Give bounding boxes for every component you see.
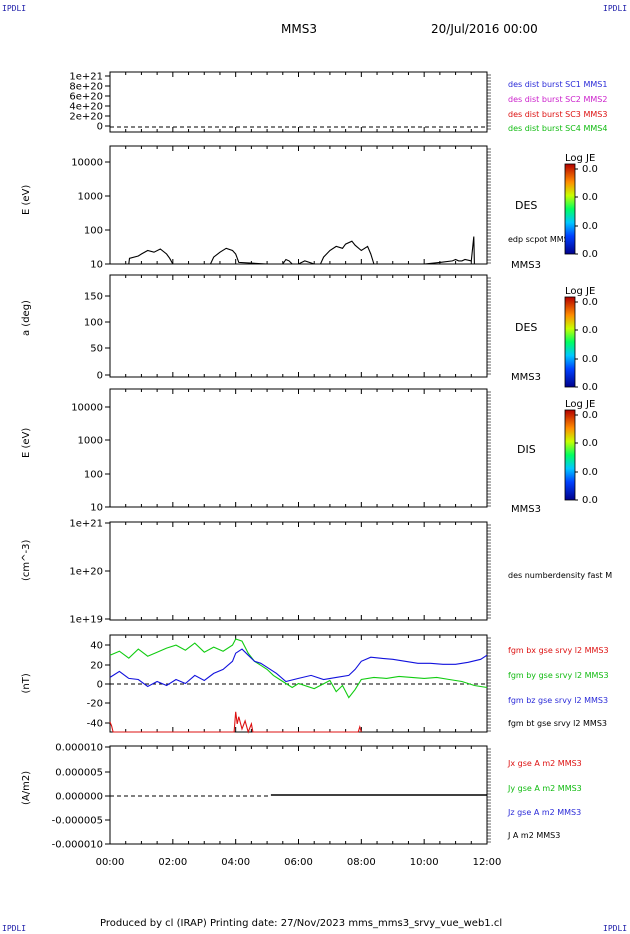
colorbar-tick-label: 0.0 [582,325,598,336]
legend-entry-p1: des dist burst SC3 MMS3 [508,110,607,119]
legend-entry-p7: J A m2 MMS3 [507,831,560,840]
corner-label-bottom-left: IPDLI [2,924,27,933]
series-line-0 [110,236,475,265]
y-tick-label-p2: 100 [84,226,103,237]
panel-frame-p4 [109,388,488,508]
y-tick-label-p3: 150 [84,292,103,303]
y-tick-label-p5: 1e+21 [69,519,103,530]
y-axis-label-p2: E (eV) [21,185,32,215]
y-axis-label-p6: (nT) [21,673,32,693]
legend-entry-p7: Jx gse A m2 MMS3 [507,759,582,768]
legend-entry-p6: fgm by gse srvy l2 MMS3 [508,671,609,680]
series-line-1 [109,711,362,734]
colorbar-tick-label: 0.0 [582,382,598,393]
panel-frame-p5 [109,521,488,621]
y-tick-label-p1: 4e+20 [69,102,103,113]
y-tick-label-p1: 6e+20 [69,92,103,103]
corner-label-bottom-right: IPDLI [603,924,628,933]
panel-label-dis: DIS [517,443,536,456]
colorbar-tick-label: 0.0 [582,297,598,308]
panel-label-des-pitch: DES [515,321,537,334]
legend-entry-p1: des dist burst SC4 MMS4 [508,124,607,133]
panel-label-density: des numberdensity fast M [508,571,612,580]
colorbar-tick-label: 0.0 [582,410,598,421]
panel-sublabel-scpot: edp scpot MMS3 [508,235,574,244]
legend-entry-p7: Jz gse A m2 MMS3 [507,808,581,817]
legend-entry-p1: des dist burst SC1 MMS1 [508,80,607,89]
y-tick-label-p3: 100 [84,318,103,329]
y-tick-label-p6: -40 [87,719,103,730]
colorbar-title: Log JE [565,399,595,410]
panel-frame-p1 [109,71,488,133]
colorbar [564,409,576,501]
series-line-2 [109,638,488,699]
y-tick-label-p3: 50 [90,344,103,355]
colorbar-tick-label: 0.0 [582,192,598,203]
panel-craft-p2: MMS3 [511,260,541,271]
colorbar [564,163,576,255]
y-axis-label-p3: a (deg) [21,300,32,336]
colorbar-tick-label: 0.0 [582,438,598,449]
y-tick-label-p7: 0.000010 [55,743,103,754]
colorbar-tick-label: 0.0 [582,354,598,365]
y-tick-label-p1: 8e+20 [69,82,103,93]
legend-entry-p1: des dist burst SC2 MMS2 [508,95,607,104]
colorbar [564,296,576,388]
series-line-3 [109,648,488,688]
legend-entry-p6: fgm bt gse srvy l2 MMS3 [508,719,607,728]
y-tick-label-p6: 0 [97,680,103,691]
date-title: 20/Jul/2016 00:00 [431,22,538,36]
y-tick-label-p2: 10000 [71,158,103,169]
panel-craft-p3: MMS3 [511,372,541,383]
y-tick-label-p5: 1e+19 [69,615,103,626]
x-tick-label: 10:00 [410,857,439,868]
y-tick-label-p4: 1000 [78,436,103,447]
y-tick-label-p3: 0 [97,371,103,382]
y-tick-label-p7: -0.000010 [52,840,103,851]
y-tick-label-p4: 10 [90,503,103,514]
spacecraft-title: MMS3 [281,22,317,36]
colorbar-tick-label: 0.0 [582,164,598,175]
panel-frame-p2 [109,145,488,265]
x-tick-label: 06:00 [284,857,313,868]
x-tick-label: 04:00 [221,857,250,868]
y-tick-label-p4: 100 [84,470,103,481]
y-tick-label-p6: -20 [87,699,103,710]
colorbar-tick-label: 0.0 [582,249,598,260]
y-tick-label-p5: 1e+20 [69,567,103,578]
y-tick-label-p1: 1e+21 [69,72,103,83]
panel-craft-p4: MMS3 [511,504,541,515]
x-tick-label: 08:00 [347,857,376,868]
y-tick-label-p4: 10000 [71,403,103,414]
y-axis-label-p7: (A/m2) [21,771,32,805]
legend-entry-p6: fgm bz gse srvy l2 MMS3 [508,696,608,705]
panel-label-des: DES [515,199,537,212]
footer-text: Produced by cl (IRAP) Printing date: 27/… [100,918,503,929]
y-tick-label-p6: 40 [90,641,103,652]
y-tick-label-p7: -0.000005 [52,816,103,827]
panel-frame-p3 [109,274,488,378]
legend-entry-p6: fgm bx gse srvy l2 MMS3 [508,646,609,655]
colorbar-title: Log JE [565,286,595,297]
y-tick-label-p1: 0 [97,122,103,133]
legend-entry-p7: Jy gse A m2 MMS3 [507,784,582,793]
corner-label-top-left: IPDLI [2,4,27,13]
y-tick-label-p1: 2e+20 [69,112,103,123]
colorbar-title: Log JE [565,153,595,164]
y-tick-label-p2: 10 [90,260,103,271]
y-tick-label-p7: 0.000000 [55,792,103,803]
colorbar-tick-label: 0.0 [582,495,598,506]
colorbar-tick-label: 0.0 [582,221,598,232]
x-tick-label: 00:00 [96,857,125,868]
x-tick-label: 12:00 [473,857,502,868]
y-tick-label-p7: 0.000005 [55,768,103,779]
y-tick-label-p6: 20 [90,661,103,672]
y-tick-label-p2: 1000 [78,192,103,203]
corner-label-top-right: IPDLI [603,4,628,13]
y-axis-label-p5: (cm^-3) [21,540,32,581]
colorbar-tick-label: 0.0 [582,467,598,478]
x-tick-label: 02:00 [158,857,187,868]
y-axis-label-p4: E (eV) [21,428,32,458]
